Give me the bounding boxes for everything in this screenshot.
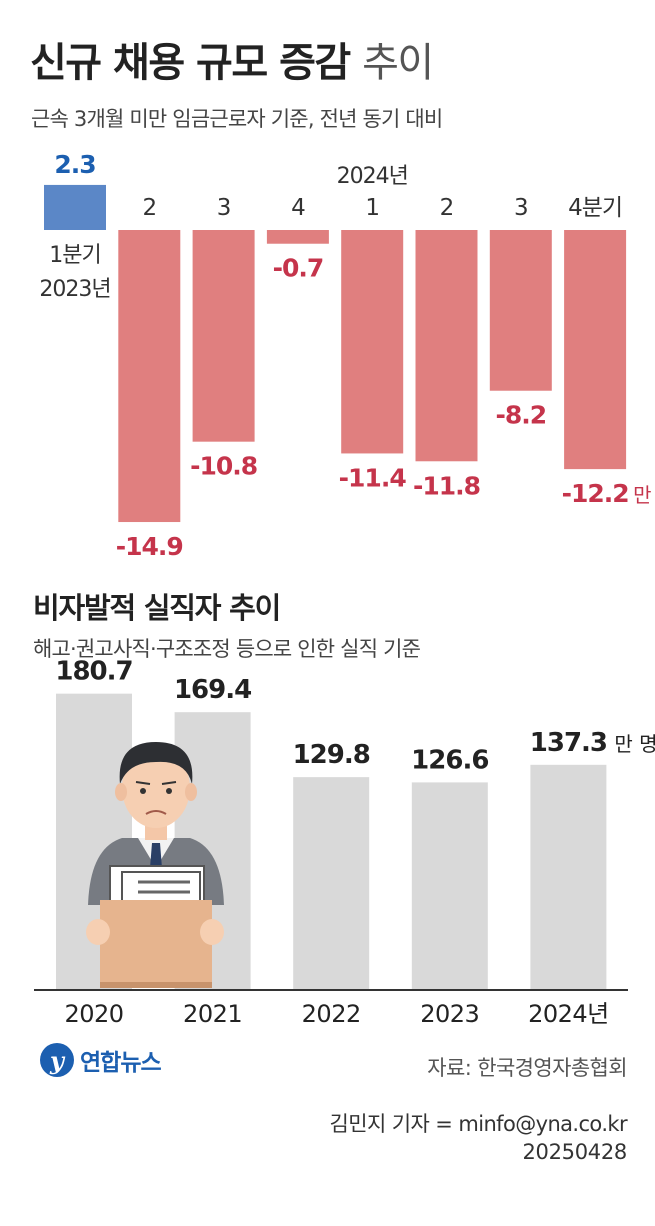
bar-value-label: -14.9 (116, 532, 183, 561)
title-bold: 신규 채용 규모 증감 (30, 40, 351, 86)
bar-value-label: -10.8 (190, 452, 257, 481)
bar-value-label: 129.8 (293, 740, 370, 770)
source-text: 자료: 한국경영자총협회 (427, 1056, 627, 1080)
logo-mark-icon: y (40, 1043, 74, 1077)
chart2-svg: 180.7 2020 169.4 2021 129.8 2022 126.6 2023 137.… (34, 657, 655, 1028)
bar (564, 230, 627, 470)
bar-value-label: -11.4 (339, 463, 407, 492)
bar (530, 764, 607, 990)
bar-value-label: 169.4 (174, 675, 251, 705)
brow-left (135, 781, 151, 785)
page-title: 신규 채용 규모 증감 추이 (30, 30, 434, 88)
bar (44, 184, 106, 230)
worker-illustration (86, 742, 224, 988)
category-label: 3 (514, 195, 528, 221)
category-label: 4 (291, 195, 305, 221)
hair-shape (119, 742, 193, 784)
bar (192, 230, 255, 442)
category-label: 2024년 (528, 1000, 609, 1028)
title-light: 추이 (362, 40, 434, 86)
bar-value-label: 180.7 (55, 657, 132, 687)
chart1-subtitle: 근속 3개월 미만 임금근로자 기준, 전년 동기 대비 (31, 107, 443, 131)
yonhap-logo: y 연합뉴스 (40, 1043, 162, 1077)
date-text: 20250428 (522, 1140, 628, 1164)
category-label: 3 (217, 195, 231, 221)
eye-right (166, 788, 172, 794)
ear-right (185, 783, 197, 801)
bar-value-label: 126.6 (411, 745, 488, 775)
reporter-text: 김민지 기자 = minfo@yna.co.kr (329, 1112, 628, 1136)
bar (341, 230, 404, 454)
bar-value-label: -8.2 (495, 401, 546, 430)
category-label: 2 (440, 195, 454, 221)
bar (415, 230, 478, 462)
bar-value-label: -11.8 (413, 471, 480, 500)
chart2-title: 비자발적 실직자 추이 (33, 591, 281, 625)
brow-right (161, 781, 177, 785)
year-label-2023: 2023년 (39, 277, 110, 302)
bar (489, 230, 552, 391)
year-label-2024: 2024년 (337, 164, 408, 189)
hand-left (86, 919, 110, 945)
category-label: 2020 (64, 1000, 123, 1028)
box-shape (100, 900, 212, 988)
box-bottom (100, 982, 212, 988)
eye-left (140, 788, 146, 794)
category-label: 2022 (302, 1000, 361, 1028)
category-label: 2 (142, 195, 156, 221)
bar (118, 230, 181, 523)
category-label: 2021 (183, 1000, 242, 1028)
logo-text: 연합뉴스 (80, 1050, 162, 1076)
unit-label: 만 명 (614, 732, 655, 756)
unit-label: 만 명 (633, 483, 655, 507)
bar (411, 782, 488, 990)
bar-value-label: 137.3 (530, 728, 607, 758)
hand-right (200, 919, 224, 945)
bar-value-label: 2.3 (54, 150, 95, 179)
chart2-subtitle: 해고·권고사직·구조조정 등으로 인한 실직 기준 (33, 637, 421, 661)
category-label: 4분기 (568, 195, 622, 221)
chart1-svg: 2.3 1분기 -14.9 2 -10.8 3 -0.7 4 -11.4 1 -11.8 2 -8.2 3… (39, 150, 655, 561)
bar-value-label: -12.2 (562, 479, 629, 508)
category-label: 1 (365, 195, 379, 221)
bar (266, 230, 329, 244)
mouth-shape (145, 810, 167, 815)
face-shape (122, 748, 190, 828)
category-label: 1분기 (49, 243, 100, 268)
bar-value-label: -0.7 (273, 254, 324, 283)
category-label: 2023 (420, 1000, 479, 1028)
bar (293, 777, 370, 990)
ear-left (115, 783, 127, 801)
